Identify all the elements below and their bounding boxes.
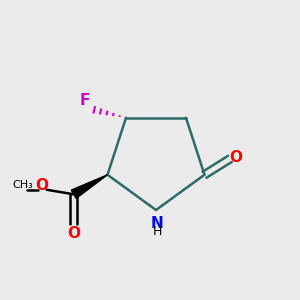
Text: O: O: [67, 226, 80, 241]
Text: N: N: [151, 216, 164, 231]
Text: F: F: [80, 92, 90, 107]
Text: O: O: [230, 150, 242, 165]
Polygon shape: [71, 175, 107, 198]
Text: O: O: [35, 178, 48, 193]
Text: CH₃: CH₃: [12, 180, 33, 190]
Text: H: H: [153, 225, 162, 238]
